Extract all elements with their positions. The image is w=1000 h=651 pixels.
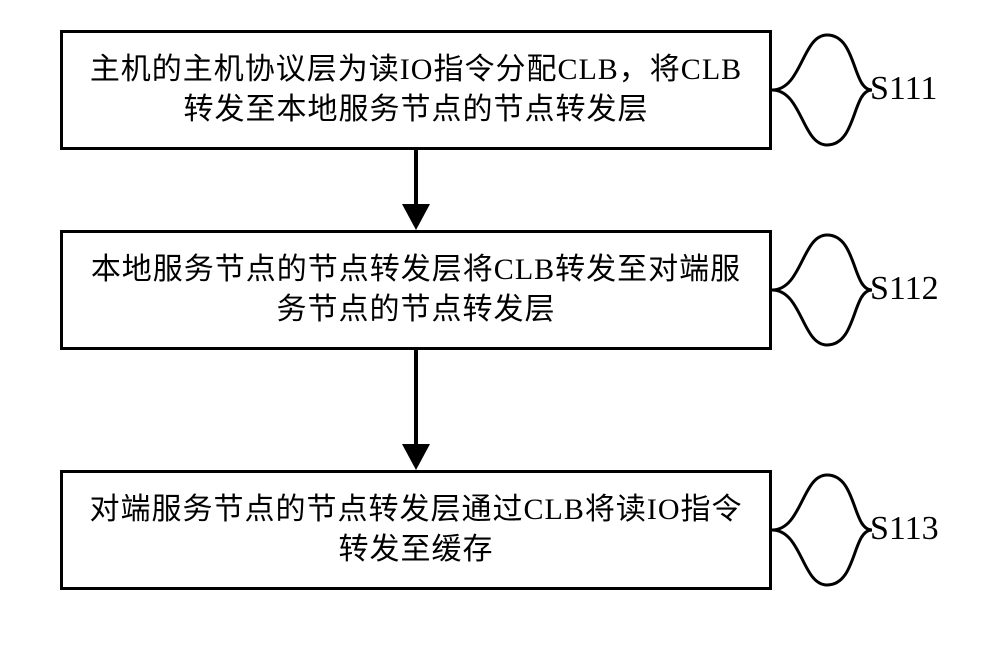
- flow-step-box: 本地服务节点的节点转发层将CLB转发至对端服 务节点的节点转发层: [60, 230, 772, 350]
- flow-step-text-line2: 转发至本地服务节点的节点转发层: [184, 90, 649, 131]
- flow-step-box: 主机的主机协议层为读IO指令分配CLB，将CLB 转发至本地服务节点的节点转发层: [60, 30, 772, 150]
- flow-step-text-line1: 本地服务节点的节点转发层将CLB转发至对端服: [91, 250, 741, 291]
- step-label: S113: [870, 510, 939, 548]
- connector-curve: [772, 30, 872, 150]
- flow-step-box: 对端服务节点的节点转发层通过CLB将读IO指令 转发至缓存: [60, 470, 772, 590]
- step-label: S111: [870, 70, 937, 108]
- connector-curve: [772, 230, 872, 350]
- flow-arrow: [400, 150, 432, 230]
- flow-arrow: [400, 350, 432, 470]
- connector-curve: [772, 470, 872, 590]
- flow-step-text-line2: 务节点的节点转发层: [277, 290, 556, 331]
- flow-step-text-line1: 主机的主机协议层为读IO指令分配CLB，将CLB: [90, 50, 742, 91]
- step-label: S112: [870, 270, 939, 308]
- flow-step-text-line2: 转发至缓存: [339, 530, 494, 571]
- flow-step-text-line1: 对端服务节点的节点转发层通过CLB将读IO指令: [90, 490, 743, 531]
